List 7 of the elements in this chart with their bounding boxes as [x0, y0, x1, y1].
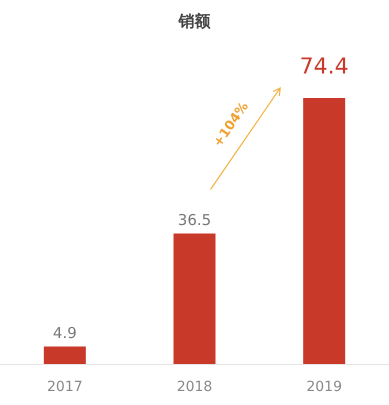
- x-tick-label: 2019: [306, 379, 342, 395]
- x-tick-label: 2017: [47, 379, 83, 395]
- x-tick-label: 2018: [176, 379, 212, 395]
- data-label: 4.9: [52, 324, 77, 342]
- chart-title: 销额: [178, 12, 212, 30]
- data-label: 74.4: [300, 54, 349, 80]
- data-label: 36.5: [178, 211, 212, 230]
